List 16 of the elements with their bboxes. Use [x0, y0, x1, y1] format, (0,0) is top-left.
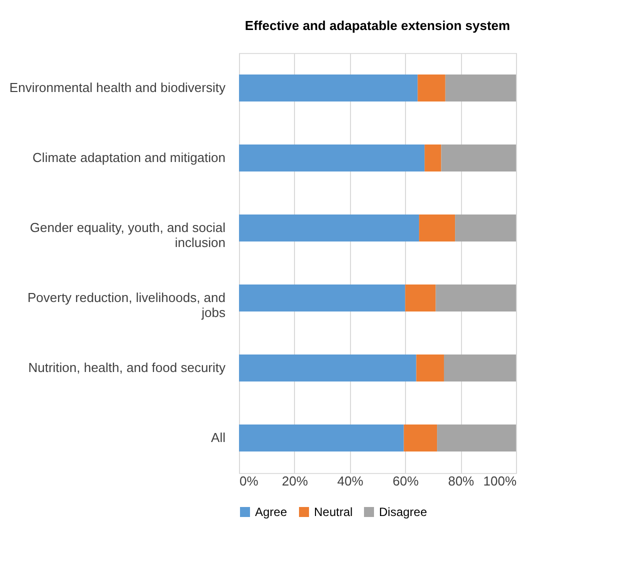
- chart-title: Effective and adapatable extension system: [244, 18, 510, 33]
- y-tick-label: Nutrition, health, and food security: [28, 360, 226, 375]
- legend-label: Agree: [255, 505, 288, 519]
- legend-label: Neutral: [314, 505, 353, 519]
- x-tick-label: 20%: [282, 474, 308, 488]
- y-tick-label: Poverty reduction, livelihoods, and jobs: [27, 290, 226, 320]
- x-tick-label: 80%: [448, 474, 475, 488]
- x-tick-label: 60%: [392, 474, 420, 488]
- y-tick-label: Environmental health and biodiversity: [9, 80, 226, 95]
- x-tick-label: 100%: [483, 474, 517, 488]
- y-tick-label: All: [211, 430, 226, 445]
- x-tick-label: 40%: [337, 474, 364, 488]
- legend-label: Disagree: [379, 505, 428, 519]
- y-tick-label: Gender equality, youth, and social inclusion: [30, 220, 226, 250]
- x-tick-label: 0%: [240, 474, 259, 488]
- y-tick-label: Climate adaptation and mitigation: [32, 150, 226, 165]
